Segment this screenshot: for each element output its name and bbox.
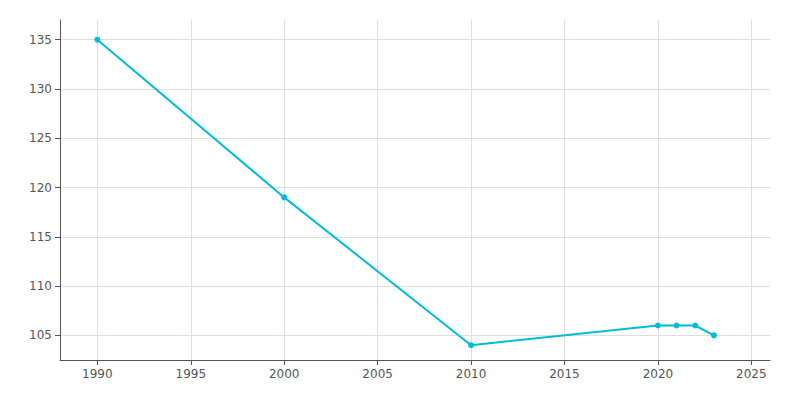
svg-text:110: 110 bbox=[29, 279, 52, 293]
svg-text:2020: 2020 bbox=[643, 367, 674, 381]
svg-text:120: 120 bbox=[29, 181, 52, 195]
svg-text:2010: 2010 bbox=[456, 367, 487, 381]
svg-text:105: 105 bbox=[29, 328, 52, 342]
svg-text:2015: 2015 bbox=[549, 367, 580, 381]
svg-text:130: 130 bbox=[29, 82, 52, 96]
svg-text:1990: 1990 bbox=[82, 367, 113, 381]
svg-text:115: 115 bbox=[29, 230, 52, 244]
svg-text:2005: 2005 bbox=[362, 367, 393, 381]
svg-text:2000: 2000 bbox=[269, 367, 300, 381]
svg-text:1995: 1995 bbox=[176, 367, 207, 381]
svg-text:135: 135 bbox=[29, 33, 52, 47]
svg-text:2025: 2025 bbox=[736, 367, 767, 381]
svg-text:125: 125 bbox=[29, 131, 52, 145]
